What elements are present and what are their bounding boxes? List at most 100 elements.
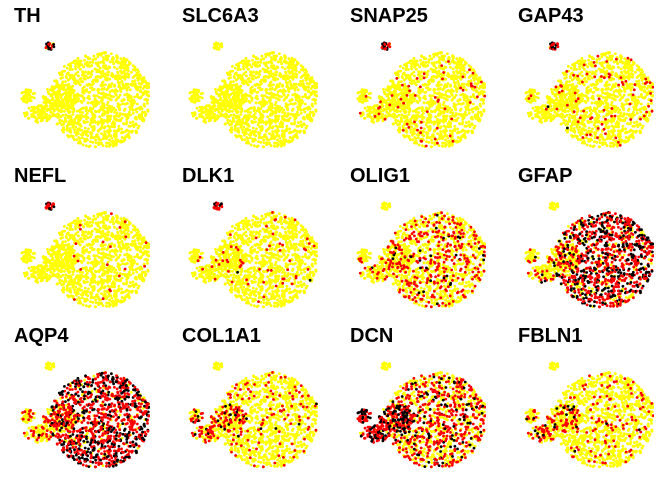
cell-point [269, 69, 273, 73]
cell-point [440, 95, 444, 99]
cell-point [223, 99, 227, 103]
cell-point [231, 109, 234, 113]
cell-point [290, 139, 293, 143]
cell-point [453, 96, 457, 99]
cell-point [392, 106, 396, 110]
cell-point [224, 112, 227, 116]
cell-point [282, 93, 286, 97]
cell-point [237, 114, 240, 118]
cell-point [305, 106, 309, 110]
cell-point [312, 80, 315, 84]
cell-point [115, 54, 118, 58]
cell-point [278, 140, 281, 143]
cell-point [363, 92, 367, 96]
cell-point [399, 109, 402, 113]
cell-point [228, 110, 231, 114]
cell-point [419, 77, 422, 81]
cell-point [75, 138, 79, 141]
cell-point [70, 75, 74, 78]
cell-point [303, 117, 306, 121]
cell-point [308, 82, 311, 86]
cell-point [438, 121, 441, 125]
cell-point [411, 62, 414, 66]
cell-point [423, 91, 427, 94]
cell-point [368, 115, 372, 119]
cell-point [390, 94, 394, 97]
cell-point [471, 110, 475, 114]
cell-point [202, 119, 206, 123]
cell-point [277, 60, 280, 64]
cell-point [417, 111, 421, 114]
cell-point [252, 54, 255, 58]
cell-point [253, 83, 257, 87]
cell-point [430, 145, 433, 149]
cell-point [262, 138, 265, 142]
cell-point [141, 116, 144, 120]
cell-point [234, 108, 238, 112]
cell-point [290, 56, 294, 60]
cell-point [435, 126, 439, 130]
cell-point [106, 96, 110, 100]
cell-point [437, 144, 441, 147]
cell-point [442, 93, 446, 97]
cell-point [256, 61, 260, 64]
cell-point [409, 93, 413, 97]
cell-point [107, 70, 111, 74]
cell-point [455, 69, 458, 73]
cell-point [422, 130, 425, 134]
cell-point [462, 98, 466, 102]
cell-point [406, 118, 410, 122]
cell-point [137, 115, 141, 118]
cell-point [239, 126, 243, 129]
cell-point [601, 91, 604, 95]
cell-point [125, 75, 129, 79]
cell-point [379, 100, 382, 104]
cell-point [575, 68, 578, 71]
cell-point [278, 52, 281, 56]
cell-point [88, 75, 92, 79]
cell-point [93, 67, 97, 71]
cell-point [279, 60, 282, 63]
cell-point [279, 108, 282, 112]
cell-point [60, 123, 64, 127]
cell-point [450, 98, 454, 102]
cell-point [605, 74, 609, 78]
cell-point [147, 94, 150, 98]
cell-point [298, 105, 302, 109]
cell-point [469, 82, 473, 86]
cell-point [419, 58, 422, 62]
cell-point [392, 96, 396, 99]
cell-point [89, 110, 93, 113]
cell-point [598, 145, 601, 149]
cell-point [104, 112, 107, 115]
cell-point [119, 88, 122, 92]
cell-point [282, 88, 286, 92]
cell-point [82, 97, 86, 100]
cell-point [81, 70, 84, 74]
cell-point [461, 121, 465, 124]
cell-point [240, 89, 243, 93]
cell-point [62, 84, 66, 88]
cell-point [216, 47, 219, 50]
cell-point [108, 90, 112, 93]
cell-point [74, 67, 77, 71]
cell-point [113, 83, 116, 87]
cell-point [272, 112, 275, 115]
cell-point [114, 93, 118, 97]
cell-point [37, 110, 40, 113]
cell-point [85, 108, 88, 112]
cell-point [115, 67, 119, 71]
cell-point [224, 96, 228, 99]
cell-point [216, 114, 219, 118]
cell-point [47, 43, 51, 46]
cell-point [262, 57, 265, 61]
cell-point [265, 121, 268, 125]
cell-point [437, 84, 440, 88]
cell-point [260, 54, 264, 58]
cell-point [295, 85, 298, 89]
cell-point [279, 56, 283, 59]
cell-point [395, 72, 398, 76]
cell-point [363, 116, 366, 120]
cell-point [56, 112, 59, 116]
cell-point [445, 60, 448, 64]
